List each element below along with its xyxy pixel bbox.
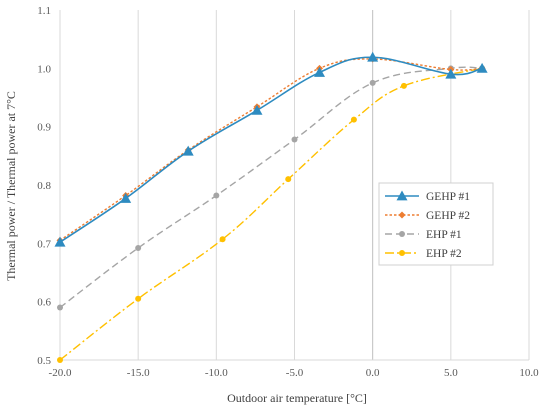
data-point (314, 66, 326, 77)
data-point (400, 82, 407, 89)
data-point (285, 176, 292, 183)
legend-label: GEHP #1 (426, 191, 470, 203)
data-point (219, 236, 226, 243)
x-tick-label: 0.0 (366, 367, 380, 379)
data-point (367, 51, 379, 62)
legend-entry: EHP #2 (385, 248, 462, 260)
legend-label: GEHP #2 (426, 210, 470, 222)
data-point (54, 236, 66, 247)
axes (59, 10, 529, 361)
data-point (445, 68, 457, 79)
data-point (135, 245, 142, 251)
x-axis-title: Outdoor air temperature [°C] (227, 391, 367, 405)
data-point (182, 145, 194, 156)
y-tick-label: 0.7 (37, 238, 51, 250)
x-axis-ticks: -20.0 -15.0 -10.0 -5.0 0.0 5.0 10.0 (49, 367, 540, 379)
legend: GEHP #1 GEHP #2 EHP #1 EHP #2 (378, 182, 494, 266)
legend-entry: GEHP #2 (385, 210, 470, 222)
series-lines (54, 51, 488, 363)
y-tick-label: 1.1 (37, 5, 51, 17)
y-tick-label: 1.0 (37, 63, 51, 75)
legend-marker (398, 211, 406, 219)
x-tick-label: -10.0 (205, 367, 228, 379)
x-tick-label: -15.0 (127, 367, 150, 379)
legend-entry: EHP #1 (385, 229, 462, 241)
y-tick-label: 0.8 (37, 180, 51, 192)
x-tick-label: 10.0 (519, 367, 539, 379)
legend-marker (399, 231, 405, 237)
y-axis-ticks: 0.5 0.6 0.7 0.8 0.9 1.0 1.1 (37, 5, 51, 367)
series-gehp-1 (54, 51, 488, 247)
data-point (57, 357, 63, 363)
data-point (120, 192, 132, 203)
x-tick-label: -5.0 (286, 367, 304, 379)
legend-label: EHP #2 (426, 248, 462, 260)
x-tick-label: 5.0 (444, 367, 458, 379)
data-point (350, 116, 357, 123)
data-point (291, 136, 298, 143)
y-axis-title: Thermal power / Thermal power at 7°C (4, 91, 18, 281)
legend-marker (396, 190, 408, 201)
y-tick-label: 0.6 (37, 297, 51, 309)
legend-label: EHP #1 (426, 229, 462, 241)
series-line (59, 58, 483, 241)
data-point (251, 104, 263, 115)
x-tick-label: -20.0 (49, 367, 72, 379)
data-point (135, 295, 142, 302)
y-tick-label: 0.5 (37, 355, 51, 367)
data-point (57, 304, 63, 311)
data-point (213, 192, 220, 199)
legend-marker (399, 250, 405, 256)
legend-entry: GEHP #1 (385, 190, 470, 203)
y-tick-label: 0.9 (37, 122, 51, 134)
data-point (369, 79, 376, 86)
series-line (59, 56, 483, 243)
series-ehp-2 (57, 65, 486, 363)
data-point (476, 62, 488, 73)
